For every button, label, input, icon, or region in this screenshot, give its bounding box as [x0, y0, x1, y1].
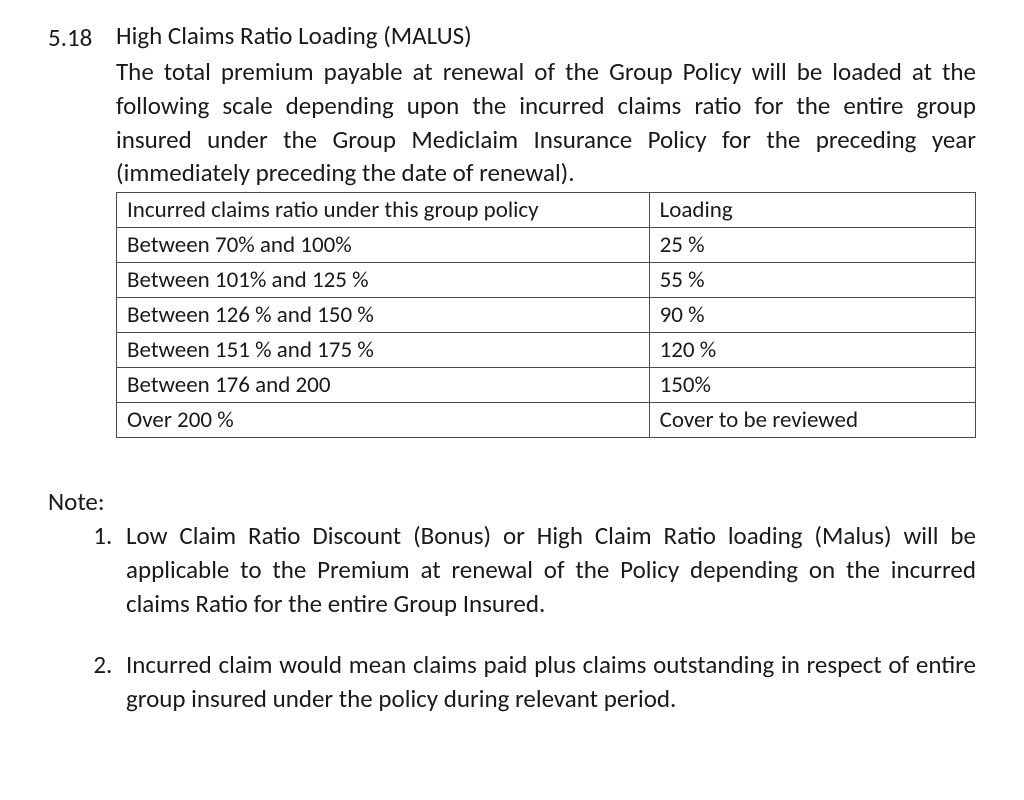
table-cell: Between 70% and 100% — [117, 228, 650, 263]
table-cell: Between 151 % and 175 % — [117, 333, 650, 368]
table-row: Between 70% and 100% 25 % — [117, 228, 976, 263]
table-row: Over 200 % Cover to be reviewed — [117, 403, 976, 438]
table-row: Between 101% and 125 % 55 % — [117, 263, 976, 298]
table-cell: Over 200 % — [117, 403, 650, 438]
table-row: Between 151 % and 175 % 120 % — [117, 333, 976, 368]
note-label: Note: — [48, 486, 976, 517]
section-body: High Claims Ratio Loading (MALUS) The to… — [116, 20, 976, 438]
section-title: High Claims Ratio Loading (MALUS) — [116, 20, 976, 51]
table-cell: Between 126 % and 150 % — [117, 298, 650, 333]
note-list: Low Claim Ratio Discount (Bonus) or High… — [48, 519, 976, 716]
table-cell: Cover to be reviewed — [649, 403, 975, 438]
page: 5.18 High Claims Ratio Loading (MALUS) T… — [0, 0, 1024, 764]
table-row: Between 176 and 200 150% — [117, 368, 976, 403]
table-row: Between 126 % and 150 % 90 % — [117, 298, 976, 333]
table-cell: 55 % — [649, 263, 975, 298]
table-cell: 150% — [649, 368, 975, 403]
note-item: Incurred claim would mean claims paid pl… — [118, 648, 976, 716]
table-row: Incurred claims ratio under this group p… — [117, 193, 976, 228]
table-cell: 25 % — [649, 228, 975, 263]
loading-table: Incurred claims ratio under this group p… — [116, 192, 976, 438]
section-5-18: 5.18 High Claims Ratio Loading (MALUS) T… — [48, 20, 976, 438]
table-cell: Between 101% and 125 % — [117, 263, 650, 298]
table-cell: Between 176 and 200 — [117, 368, 650, 403]
table-cell: Incurred claims ratio under this group p… — [117, 193, 650, 228]
table-cell: Loading — [649, 193, 975, 228]
table-cell: 120 % — [649, 333, 975, 368]
section-number: 5.18 — [48, 20, 116, 53]
table-cell: 90 % — [649, 298, 975, 333]
section-paragraph: The total premium payable at renewal of … — [116, 55, 976, 190]
note-item: Low Claim Ratio Discount (Bonus) or High… — [118, 519, 976, 620]
